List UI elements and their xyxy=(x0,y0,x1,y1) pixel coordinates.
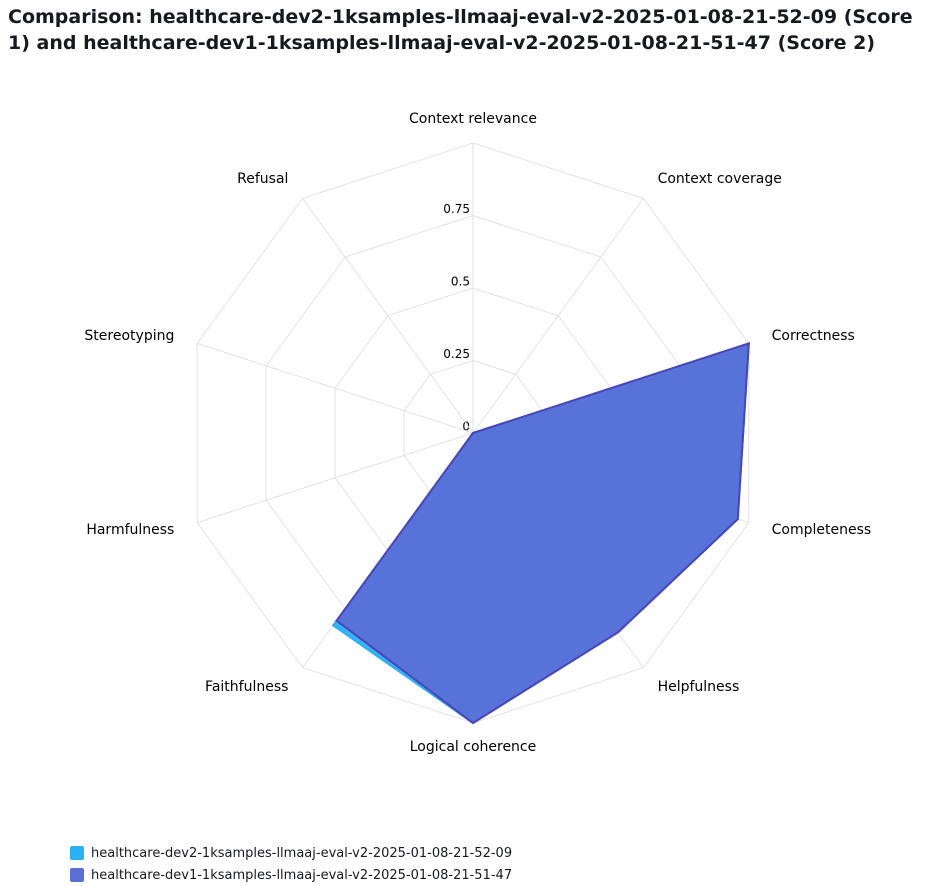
legend-label: healthcare-dev1-1ksamples-llmaaj-eval-v2… xyxy=(91,867,513,883)
spoke xyxy=(197,342,474,434)
legend-item[interactable]: healthcare-dev1-1ksamples-llmaaj-eval-v2… xyxy=(70,864,512,886)
axis-label: Context relevance xyxy=(409,111,537,127)
legend-swatch xyxy=(70,846,84,860)
axis-label: Stereotyping xyxy=(84,328,174,344)
r-tick-label: 0.25 xyxy=(443,347,470,361)
axis-label: Completeness xyxy=(772,522,872,538)
axis-label: Refusal xyxy=(237,171,288,187)
r-tick-label: 0.75 xyxy=(443,202,470,216)
chart-title: Comparison: healthcare-dev2-1ksamples-ll… xyxy=(8,6,913,54)
axis-label: Faithfulness xyxy=(205,679,288,695)
series-area xyxy=(335,341,750,725)
chart: 0 0.25 0.5 0.75 Context relevance Context cov… xyxy=(84,111,872,755)
axis-label: Logical coherence xyxy=(410,739,537,755)
axis-label: Correctness xyxy=(772,328,855,344)
spoke xyxy=(302,198,474,434)
legend-label: healthcare-dev2-1ksamples-llmaaj-eval-v2… xyxy=(91,845,513,861)
legend-swatch xyxy=(70,868,84,882)
spoke xyxy=(472,198,644,434)
axis-label: Helpfulness xyxy=(658,679,740,695)
spoke xyxy=(197,432,474,524)
axis-label: Context coverage xyxy=(658,171,782,187)
legend-item[interactable]: healthcare-dev2-1ksamples-llmaaj-eval-v2… xyxy=(70,842,512,864)
r-tick-label: 0 xyxy=(462,420,470,434)
axis-label: Harmfulness xyxy=(86,522,174,538)
legend: healthcare-dev2-1ksamples-llmaaj-eval-v2… xyxy=(70,842,512,886)
r-tick-label: 0.5 xyxy=(451,275,470,289)
